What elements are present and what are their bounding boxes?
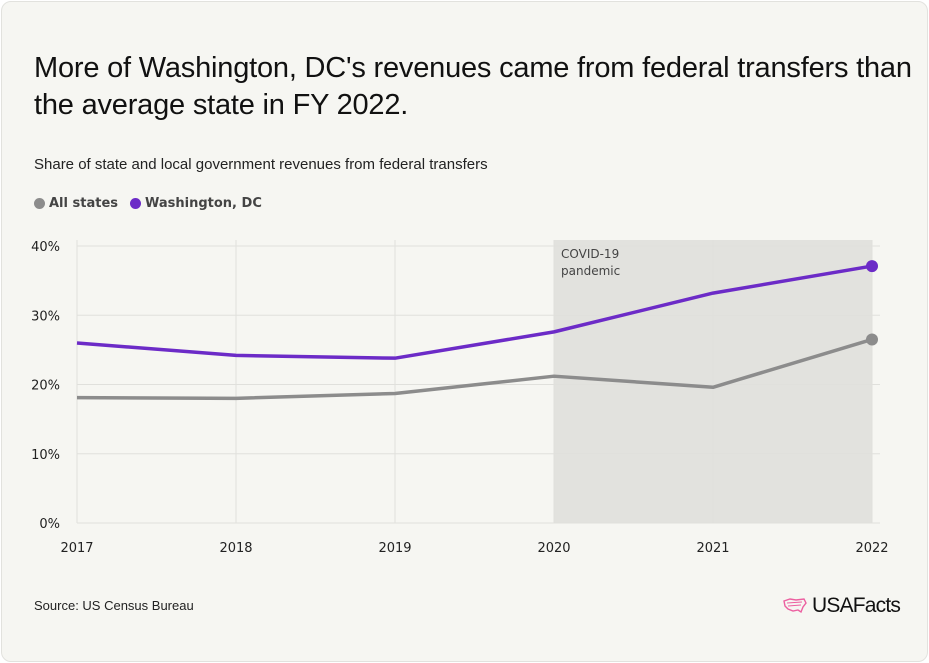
chart-subtitle: Share of state and local government reve… bbox=[34, 156, 488, 173]
logo-text: USAFacts bbox=[812, 594, 901, 617]
covid-annotation-label: COVID-19 bbox=[561, 247, 619, 261]
usafacts-logo: USAFacts bbox=[782, 594, 901, 618]
covid-annotation-label: pandemic bbox=[561, 264, 620, 278]
x-tick-label: 2017 bbox=[60, 541, 93, 556]
y-tick-label: 40% bbox=[31, 240, 60, 255]
legend-marker-washington-dc bbox=[130, 198, 141, 209]
series-line-all-states bbox=[76, 337, 873, 401]
legend-label: Washington, DC bbox=[145, 196, 262, 211]
us-map-icon bbox=[783, 598, 807, 614]
series-line-washington-dc bbox=[76, 264, 873, 360]
y-tick-label: 0% bbox=[39, 517, 60, 532]
legend-label: All states bbox=[49, 196, 118, 211]
y-tick-label: 20% bbox=[31, 379, 60, 394]
series-end-point-washington-dc bbox=[866, 260, 878, 273]
source-note: Source: US Census Bureau bbox=[34, 598, 194, 613]
y-tick-label: 30% bbox=[31, 309, 60, 324]
legend-marker-all-states bbox=[34, 198, 45, 209]
x-tick-label: 2019 bbox=[378, 541, 411, 556]
x-tick-label: 2020 bbox=[537, 541, 570, 556]
legend-item-all-states: All states bbox=[34, 196, 118, 211]
legend: All states Washington, DC bbox=[34, 196, 262, 211]
chart-title: More of Washington, DC's revenues came f… bbox=[34, 52, 912, 121]
x-tick-label: 2018 bbox=[219, 541, 252, 556]
x-tick-label: 2022 bbox=[855, 541, 888, 556]
x-tick-label: 2021 bbox=[696, 541, 729, 556]
legend-item-washington-dc: Washington, DC bbox=[130, 196, 262, 211]
y-tick-label: 10% bbox=[31, 448, 60, 463]
series-end-point-all-states bbox=[866, 333, 878, 346]
